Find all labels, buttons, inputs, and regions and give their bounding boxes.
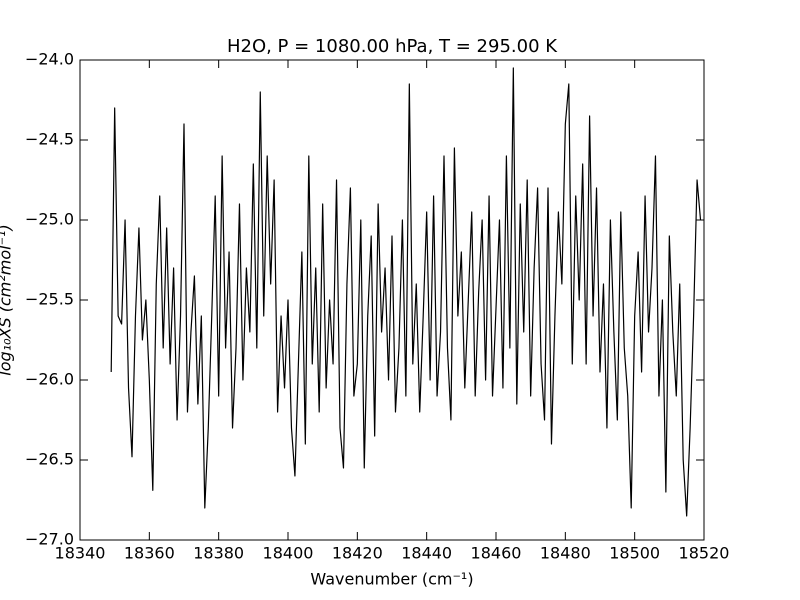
x-axis-label: Wavenumber (cm⁻¹): [310, 570, 473, 589]
y-tick-label: −25.0: [25, 210, 74, 229]
x-tick-label: 18460: [471, 544, 522, 563]
y-tick-label: −27.0: [25, 530, 74, 549]
x-tick-label: 18400: [263, 544, 314, 563]
x-tick-label: 18520: [679, 544, 730, 563]
y-tick-label: −26.5: [25, 450, 74, 469]
x-tick-label: 18440: [401, 544, 452, 563]
y-tick-label: −25.5: [25, 290, 74, 309]
y-tick-label: −24.5: [25, 130, 74, 149]
x-tick-label: 18380: [193, 544, 244, 563]
y-axis-label: log₁₀XS (cm²mol⁻¹): [0, 224, 15, 375]
chart-title: H2O, P = 1080.00 hPa, T = 295.00 K: [227, 36, 558, 57]
x-tick-label: 18420: [332, 544, 383, 563]
x-tick-label: 18340: [55, 544, 106, 563]
y-tick-label: −24.0: [25, 50, 74, 69]
x-tick-label: 18360: [124, 544, 175, 563]
spectrum-line: [110, 67, 702, 517]
y-tick-label: −26.0: [25, 370, 74, 389]
x-tick-label: 18500: [609, 544, 660, 563]
x-tick-label: 18480: [540, 544, 591, 563]
